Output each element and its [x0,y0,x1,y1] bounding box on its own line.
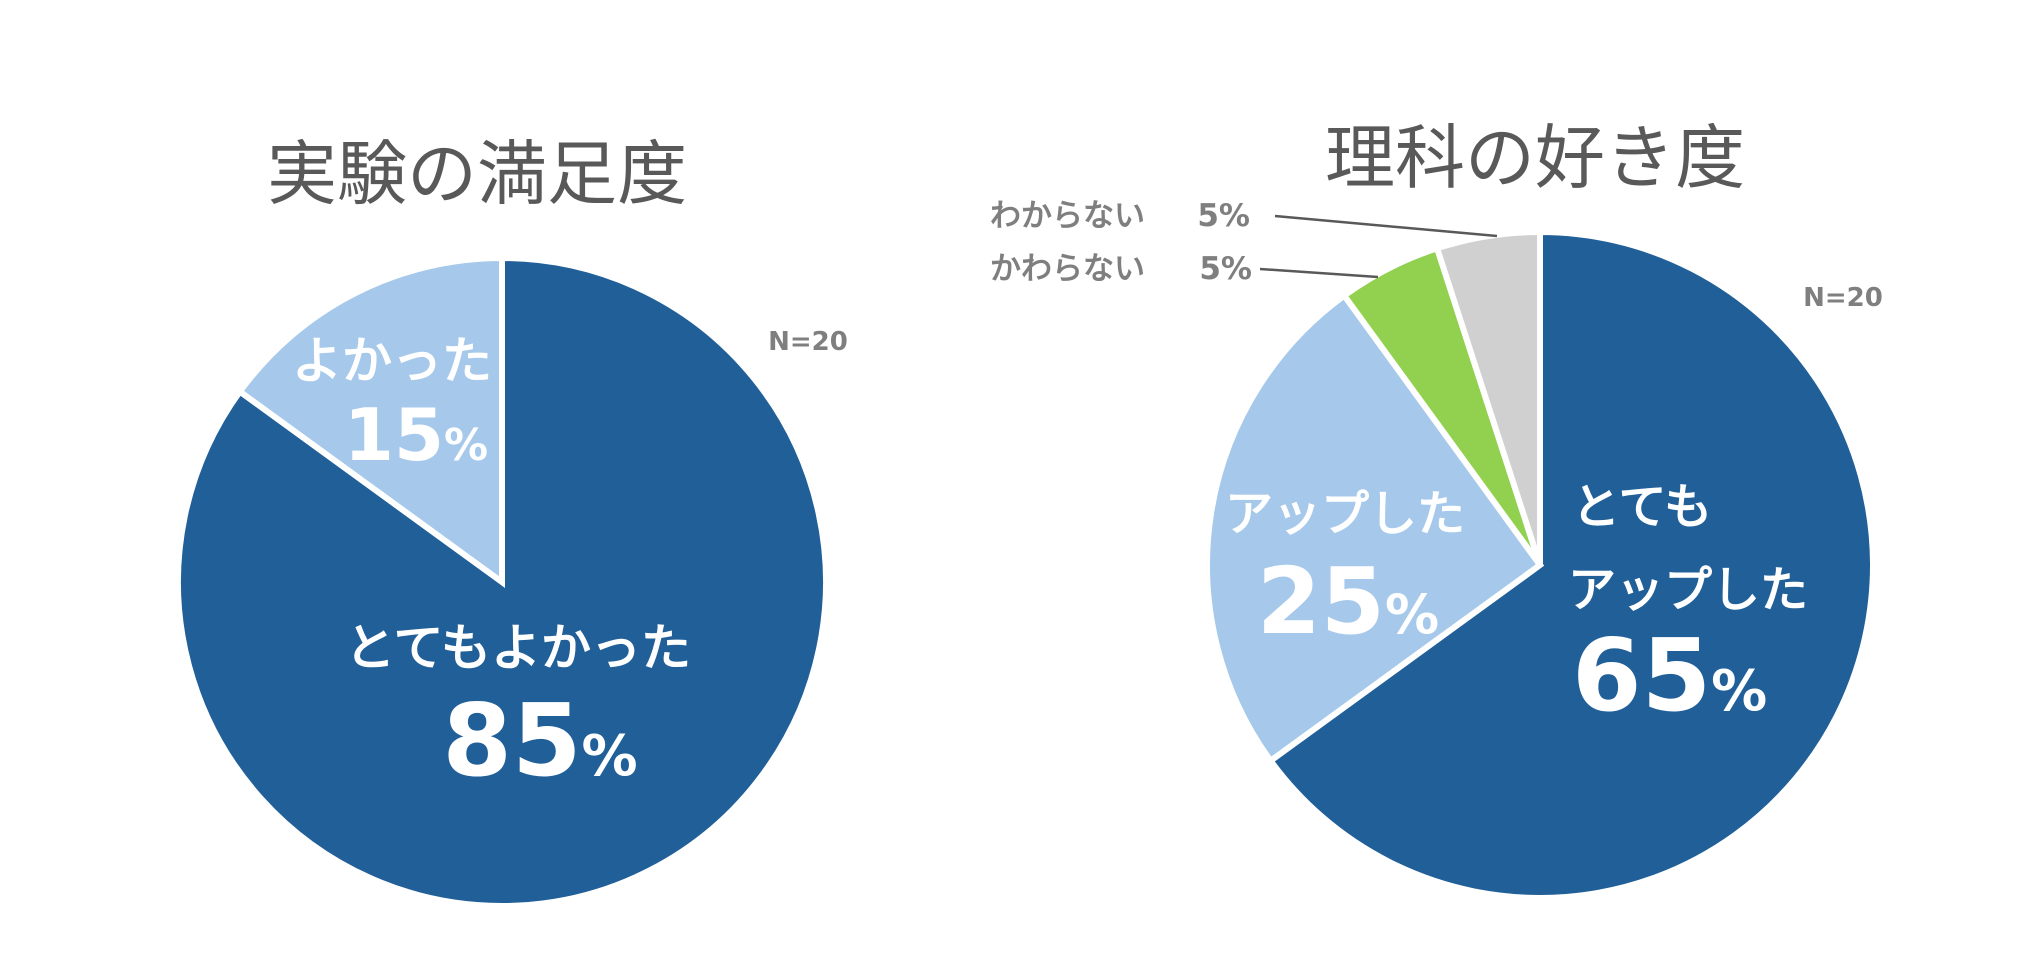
slice-label-value: 5% [1199,251,1252,287]
pie-slices [1204,228,1876,901]
slice-label-up: アップした 25% [1225,486,1465,655]
slice-label-name: かわらない [990,251,1145,287]
slice-value-number: 85 [442,682,581,799]
pie-slice-up [1204,291,1545,765]
slice-label-name: よかった [292,332,492,390]
sample-size-note: N=20 [1803,283,1883,313]
slice-label-name: とても [1572,479,1712,535]
slice-value-unit: % [582,724,638,789]
slice-value-unit: % [1711,659,1767,724]
pie-slices [175,254,829,909]
pie-slice-good [235,254,505,588]
leader-line [1259,267,1379,279]
sample-size-note: N=20 [768,327,848,357]
slice-label-value: 25% [1257,548,1439,655]
slice-label-greatly-up: とても アップした 65% [1568,479,1808,734]
chart-title: 実験の満足度 [267,133,687,215]
pie-chart-satisfaction: 実験の満足度 N=20 とてもよかった 85% よかった 15% [175,133,848,909]
slice-label-value: 65% [1572,617,1767,734]
slice-label-unknown: わからない 5% [990,198,1498,238]
slice-value-number: 15 [344,393,444,477]
pie-slice-greatly-up [1266,228,1876,901]
slice-value-number: 65 [1572,617,1711,734]
slice-label-good: よかった 15% [292,332,492,477]
slice-label-value: 15% [344,393,488,477]
slice-label-value: 85% [442,682,637,799]
slice-label-name: とてもよかった [345,619,691,677]
slice-label-no-change: かわらない 5% [990,251,1379,287]
slice-label-very-good: とてもよかった 85% [345,619,691,799]
slice-label-name-line2: アップした [1568,562,1808,618]
leader-line [1274,214,1498,238]
slice-label-name: アップした [1225,486,1465,542]
slice-value-number: 25 [1257,548,1385,655]
slice-value-unit: % [444,420,488,471]
chart-title: 理科の好き度 [1325,117,1745,199]
pie-chart-science-liking: 理科の好き度 N=20 とても アップした 65% アップした 25% わからな… [990,117,1883,901]
slice-label-value: 5% [1197,198,1250,234]
slice-value-unit: % [1385,583,1439,646]
slice-label-name: わからない [990,198,1145,234]
